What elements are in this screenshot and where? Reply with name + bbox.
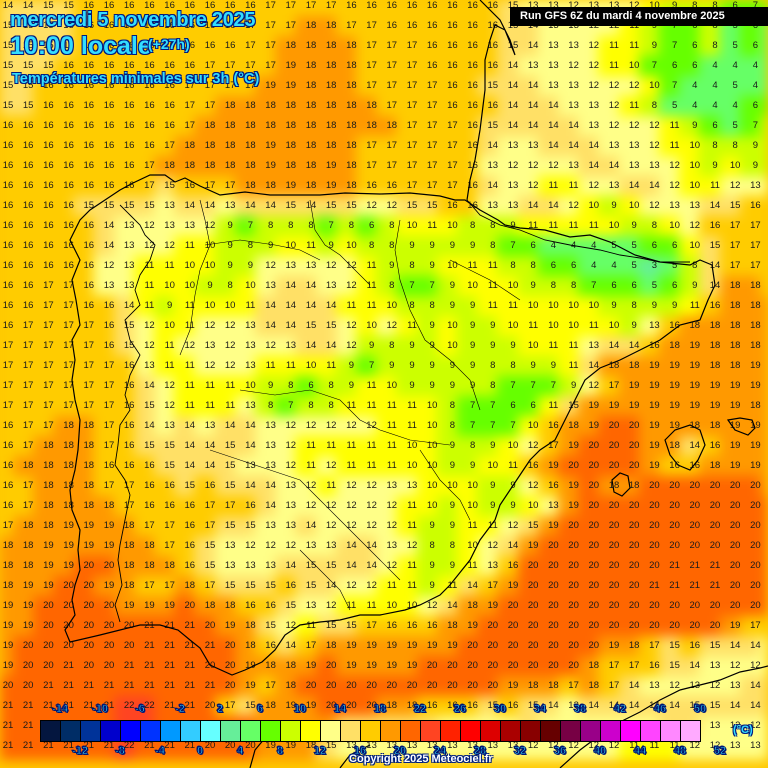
legend-tick: 46	[653, 703, 667, 716]
legend-tick: 12	[313, 745, 327, 758]
legend-tick: -14	[52, 703, 69, 716]
portugal-spain-border	[114, 204, 156, 623]
legend-tick: 8	[276, 745, 284, 758]
legend-tick: 36	[553, 745, 567, 758]
legend-swatch	[601, 721, 621, 741]
legend-swatch	[481, 721, 501, 741]
legend-swatch	[621, 721, 641, 741]
legend-swatch	[161, 721, 181, 741]
legend-swatch	[41, 721, 61, 741]
legend-swatch	[221, 721, 241, 741]
legend-swatch	[101, 721, 121, 741]
pyrenees-border	[466, 199, 690, 263]
legend-tick: 44	[633, 745, 647, 758]
legend-tick: 32	[513, 745, 527, 758]
legend-swatch	[441, 721, 461, 741]
parameter-title: Températures minimales sur 3h (°C)	[11, 70, 260, 87]
legend-tick: 38	[573, 703, 587, 716]
legend-tick: -12	[72, 745, 89, 758]
legend-swatch	[181, 721, 201, 741]
iberia-coastline	[64, 174, 716, 676]
legend-swatch	[281, 721, 301, 741]
legend-swatch	[341, 721, 361, 741]
forecast-time: 10:00 locale	[9, 31, 152, 60]
legend-tick: -10	[92, 703, 109, 716]
legend-swatch	[201, 721, 221, 741]
north-africa-coastline	[249, 665, 768, 768]
legend-tick: 34	[533, 703, 547, 716]
legend-swatch	[241, 721, 261, 741]
legend-tick: 50	[693, 703, 707, 716]
legend-tick: 20	[393, 745, 407, 758]
legend-swatch	[561, 721, 581, 741]
legend-swatch	[641, 721, 661, 741]
legend-swatch	[261, 721, 281, 741]
legend-tick: -6	[135, 703, 146, 716]
legend-tick: 28	[473, 745, 487, 758]
legend-tick: 30	[493, 703, 507, 716]
forecast-step: (+27h)	[147, 35, 190, 52]
legend-swatch	[361, 721, 381, 741]
legend-swatch	[421, 721, 441, 741]
legend-swatch	[661, 721, 681, 741]
legend-swatch	[381, 721, 401, 741]
legend-tick: -4	[155, 745, 166, 758]
regional-boundaries	[179, 199, 521, 611]
legend-tick: 40	[593, 745, 607, 758]
legend-tick: 4	[236, 745, 244, 758]
legend-tick: 22	[413, 703, 427, 716]
legend-tick: 2	[216, 703, 224, 716]
mallorca-island	[664, 424, 706, 471]
legend-swatch	[321, 721, 341, 741]
legend-tick: 14	[333, 703, 347, 716]
legend-tick: 18	[373, 703, 387, 716]
legend-swatch	[461, 721, 481, 741]
legend-swatch	[581, 721, 601, 741]
model-run-label: Run GFS 6Z du mardi 4 novembre 2025	[510, 7, 768, 26]
legend-tick: -8	[115, 745, 126, 758]
color-scale-legend	[40, 720, 701, 742]
forecast-date: mercredi 5 novembre 2025	[9, 8, 256, 31]
france-coastline	[466, 0, 516, 201]
legend-tick: -2	[175, 703, 186, 716]
legend-swatch	[521, 721, 541, 741]
legend-tick: 48	[673, 745, 687, 758]
legend-tick: 42	[613, 703, 627, 716]
legend-swatch	[121, 721, 141, 741]
legend-swatch	[501, 721, 521, 741]
legend-tick: 24	[433, 745, 447, 758]
copyright-notice: Copyright 2025 Meteociel.fr	[349, 753, 493, 765]
menorca-island	[726, 417, 756, 436]
legend-tick: 26	[453, 703, 467, 716]
legend-tick: 0	[196, 745, 204, 758]
legend-unit: (°C)	[733, 724, 753, 736]
legend-tick: 6	[256, 703, 264, 716]
legend-swatch	[141, 721, 161, 741]
legend-tick: 10	[293, 703, 307, 716]
legend-tick: 52	[713, 745, 727, 758]
legend-swatch	[81, 721, 101, 741]
legend-swatch	[401, 721, 421, 741]
legend-swatch	[541, 721, 561, 741]
legend-swatch	[681, 721, 700, 741]
ibiza-island	[611, 472, 631, 497]
legend-tick: 16	[353, 745, 367, 758]
legend-swatch	[61, 721, 81, 741]
legend-swatch	[301, 721, 321, 741]
